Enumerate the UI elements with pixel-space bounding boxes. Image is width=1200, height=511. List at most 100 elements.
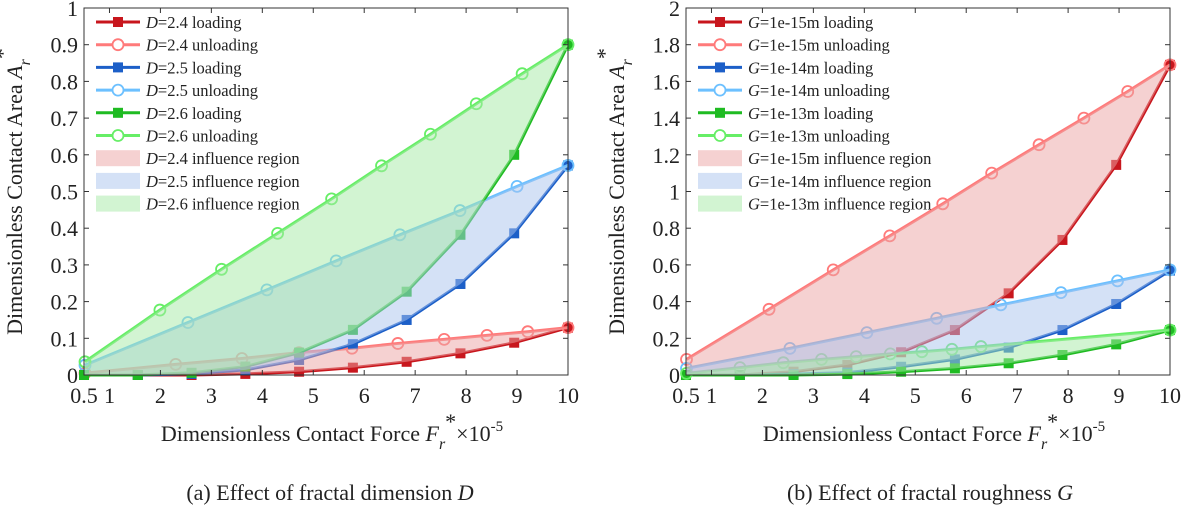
legend-marker-square (715, 62, 725, 73)
x-tick-label: 8 (1063, 383, 1074, 408)
y-axis-label: Dimensionless Contact Area Ar* (0, 48, 34, 335)
legend-var: G (748, 172, 760, 191)
caption-var: G (1057, 480, 1073, 505)
legend-label: D=2.6 unloading (145, 127, 258, 146)
legend-text: =2.6 loading (158, 104, 242, 123)
legend-text: =2.5 loading (158, 58, 242, 77)
x-axis-label: Dimensionless Contact Force Fr *×10-5 (161, 409, 503, 453)
x-label-sub: r (439, 436, 446, 453)
x-label-text: Dimensionless Contact Force (161, 421, 426, 446)
legend-item: G=1e-13m loading (698, 104, 873, 123)
x-tick-label: 3 (808, 383, 819, 408)
legend-text: =1e-15m influence region (760, 149, 932, 168)
legend-marker-circle (713, 129, 727, 142)
legend-text: =1e-13m loading (760, 104, 873, 123)
chart-b: 0.5 1 2 3 4 5 6 7 8 9 1000.20.40.60.811.21.41.61.8… (592, 0, 1181, 505)
subfigure-caption: (a) Effect of fractal dimension D (186, 480, 473, 505)
x-tick-label: 2 (757, 383, 768, 408)
y-tick-label: 0.4 (51, 216, 79, 241)
legend-marker-square (715, 107, 725, 118)
legend-marker-circle (111, 83, 125, 97)
legend-item: G=1e-14m influence region (698, 172, 931, 191)
legend-var: G (748, 104, 760, 123)
legend-var: D (145, 81, 158, 100)
legend-marker-circle (713, 38, 727, 52)
legend-text: =2.4 unloading (158, 36, 258, 55)
x-label-suffix: ×10 (456, 421, 490, 446)
legend-label: G=1e-15m loading (748, 13, 873, 32)
legend-marker-circle (111, 38, 125, 52)
legend-var: D (145, 104, 158, 123)
legend-label: D=2.4 unloading (145, 36, 258, 55)
legend-label: G=1e-14m influence region (748, 172, 931, 191)
legend-text: =1e-15m unloading (760, 36, 890, 55)
y-tick-label: 0 (67, 363, 78, 388)
legend-var: G (748, 195, 760, 214)
legend-item: G=1e-14m loading (698, 58, 873, 77)
legend-label: G=1e-15m influence region (748, 149, 931, 168)
y-tick-label: 0.6 (51, 143, 79, 168)
legend-item: D=2.6 influence region (96, 195, 300, 214)
legend-item: D=2.6 loading (96, 104, 241, 123)
x-tick-label: 9 (1114, 383, 1125, 408)
legend-label: G=1e-14m loading (748, 58, 873, 77)
x-tick-label: 0.5 (672, 383, 700, 408)
influence-region (686, 330, 1170, 375)
legend-var: D (145, 127, 158, 146)
x-tick-label: 9 (512, 383, 523, 408)
legend-label: G=1e-13m influence region (748, 195, 931, 214)
x-tick-label: 4 (859, 383, 870, 408)
x-tick-label: 2 (155, 383, 166, 408)
legend-item: D=2.5 unloading (96, 81, 258, 100)
y-axis-label: Dimensionless Contact Area Ar* (592, 48, 636, 335)
x-tick-label: 4 (257, 383, 268, 408)
legend-var: D (145, 195, 158, 214)
legend-text: =1e-14m unloading (760, 81, 890, 100)
legend-swatch (96, 195, 140, 212)
x-label-exp: -5 (1093, 419, 1106, 435)
legend-text: =1e-13m influence region (760, 195, 932, 214)
y-tick-label: 1 (669, 180, 680, 205)
legend-marker-square (715, 17, 725, 27)
y-tick-label: 0.4 (653, 290, 681, 315)
legend-swatch (96, 172, 140, 189)
y-tick-label: 2 (669, 0, 680, 21)
legend-text: =1e-14m loading (760, 58, 873, 77)
y-tick-label: 1.6 (653, 69, 681, 94)
legend-item: G=1e-15m influence region (698, 149, 931, 168)
legend-text: =2.4 loading (158, 13, 242, 32)
influence-region (686, 64, 1170, 375)
legend-item: G=1e-15m unloading (698, 36, 890, 55)
legend-var: G (748, 149, 760, 168)
x-label-sup: * (445, 409, 456, 434)
x-tick-label: 10 (557, 383, 579, 408)
y-label-symbol: A (604, 65, 629, 81)
y-tick-label: 0.2 (653, 326, 681, 351)
legend-item: D=2.5 loading (96, 58, 241, 77)
legend-label: D=2.5 loading (145, 58, 241, 77)
x-tick-label: 1 (104, 383, 115, 408)
legend-var: D (145, 58, 158, 77)
x-tick-label: 6 (359, 383, 370, 408)
caption-text: (a) Effect of fractal dimension (186, 480, 457, 505)
x-tick-label: 8 (461, 383, 472, 408)
y-label-sub: r (619, 58, 636, 65)
x-tick-label: 10 (1159, 383, 1181, 408)
legend-var: G (748, 127, 760, 146)
x-tick-label: 0.5 (70, 383, 98, 408)
y-tick-label: 0 (669, 363, 680, 388)
y-tick-label: 0.1 (51, 326, 79, 351)
legend-label: D=2.4 influence region (145, 149, 300, 168)
legend-var: D (145, 13, 158, 32)
legend-label: G=1e-13m unloading (748, 127, 890, 146)
legend-var: D (145, 172, 158, 191)
legend-var: D (145, 149, 158, 168)
subfigure-caption: (b) Effect of fractal roughness G (787, 480, 1073, 505)
legend-marker-square (113, 107, 123, 118)
legend-var: G (748, 36, 760, 55)
y-label-sub: r (17, 58, 34, 65)
legend-label: D=2.4 loading (145, 13, 241, 32)
legend-item: G=1e-13m unloading (698, 127, 890, 146)
legend-item: D=2.5 influence region (96, 172, 300, 191)
